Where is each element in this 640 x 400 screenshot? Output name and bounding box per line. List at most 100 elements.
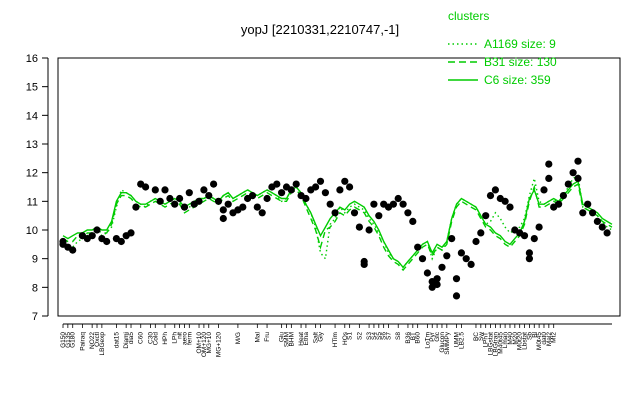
legend-entry-a1169: A1169 size: 9	[484, 37, 556, 51]
x-tick-label: LPh	[172, 332, 179, 344]
x-tick-label: Bl	[531, 331, 538, 337]
y-axis: 7 8 9 10 11 12 13 14 15 16	[26, 53, 49, 323]
data-point	[584, 200, 592, 208]
data-point	[589, 209, 597, 217]
data-point	[180, 203, 189, 211]
data-point	[331, 209, 339, 217]
data-point	[132, 203, 140, 211]
x-tick-label: Glu	[279, 332, 286, 343]
data-point	[248, 192, 257, 200]
data-point	[346, 183, 354, 191]
data-point	[520, 232, 529, 240]
data-point	[156, 197, 164, 205]
data-point	[525, 249, 534, 257]
x-tick-label: BHM	[288, 332, 295, 346]
data-point	[151, 186, 159, 194]
x-tick-label: C30	[147, 332, 154, 344]
data-point	[224, 200, 232, 208]
legend-entry-b31: B31 size: 130	[484, 55, 557, 69]
data-point	[258, 209, 266, 217]
data-point	[210, 180, 218, 188]
data-point	[205, 192, 213, 200]
x-tick-label: S1	[347, 332, 354, 340]
data-point	[389, 200, 397, 208]
data-point	[176, 194, 184, 203]
data-point	[355, 223, 363, 231]
data-point	[462, 255, 470, 263]
data-point	[569, 169, 577, 177]
data-point	[535, 223, 543, 231]
data-point	[409, 217, 417, 225]
data-point	[117, 237, 125, 246]
x-tick-label: Sb	[526, 332, 533, 340]
x-tick-label: S5	[376, 332, 383, 340]
y-tick-label: 12	[26, 168, 38, 180]
x-tick-label: B60	[415, 332, 422, 344]
x-tick-label: M0t45	[536, 332, 543, 350]
data-point	[443, 252, 451, 260]
data-point	[530, 235, 538, 243]
x-tick-label: Glucon	[439, 332, 446, 353]
data-point	[370, 200, 378, 208]
data-point	[404, 209, 412, 217]
y-tick-label: 11	[27, 196, 38, 208]
data-point	[341, 177, 349, 185]
x-tick-label: S2	[356, 332, 363, 340]
data-point	[69, 246, 77, 254]
data-point	[545, 160, 553, 168]
data-point	[253, 203, 261, 211]
legend-title: clusters	[448, 9, 489, 23]
x-tick-label: LB2.5	[458, 332, 465, 349]
data-point	[423, 269, 431, 277]
x-tick-label: M0t20	[517, 332, 524, 350]
x-tick-label: S6	[381, 332, 388, 340]
x-tick-label: LPhT	[483, 332, 490, 348]
data-point	[161, 186, 169, 194]
data-point	[239, 203, 247, 211]
x-tick-label: Sw	[478, 332, 485, 341]
data-point	[501, 197, 509, 205]
data-point	[477, 229, 485, 237]
x-tick-label: S4	[371, 332, 378, 340]
x-tick-label: Heat	[298, 332, 305, 346]
x-tick-label: ferm	[186, 332, 193, 345]
data-point	[559, 192, 568, 200]
y-tick-label: 15	[26, 82, 38, 94]
x-tick-label: SMM	[283, 332, 290, 347]
x-tick-label: Pairaq	[79, 332, 86, 351]
data-point	[564, 180, 572, 188]
data-point	[214, 197, 223, 205]
data-point	[486, 192, 495, 200]
y-tick-label: 13	[26, 139, 38, 151]
x-tick-label: NO22	[89, 332, 96, 349]
data-point	[171, 200, 179, 208]
x-tick-label: SMMPy	[444, 331, 451, 355]
x-tick-label: Oxctl	[94, 331, 101, 346]
x-tick-label: Diami	[123, 332, 130, 349]
x-tick-label: S3	[366, 332, 373, 340]
data-point	[365, 226, 373, 234]
data-point	[452, 275, 461, 283]
x-tick-label: S7	[386, 332, 393, 340]
x-tick-label: OM+10	[196, 332, 203, 354]
data-point	[219, 206, 227, 214]
data-point	[399, 200, 407, 208]
data-point	[316, 177, 325, 185]
data-point	[467, 260, 475, 268]
data-point	[200, 186, 208, 194]
data-point	[540, 186, 548, 194]
chart-title: yopJ [2210331,2210747,-1]	[241, 22, 399, 37]
data-point	[273, 180, 281, 188]
data-point	[350, 209, 359, 217]
x-tick-label: Etha	[303, 332, 310, 346]
x-tick-label: MG+10	[206, 332, 213, 354]
y-tick-label: 9	[32, 254, 38, 266]
x-tick-label: G135	[65, 332, 72, 348]
x-tick-label: HTim	[332, 332, 339, 347]
x-tick-label: Fru	[264, 332, 271, 342]
x-tick-label: dia5	[128, 332, 135, 345]
x-tick-label: LoTm	[424, 332, 431, 349]
data-point	[219, 214, 227, 223]
data-point	[287, 186, 295, 194]
